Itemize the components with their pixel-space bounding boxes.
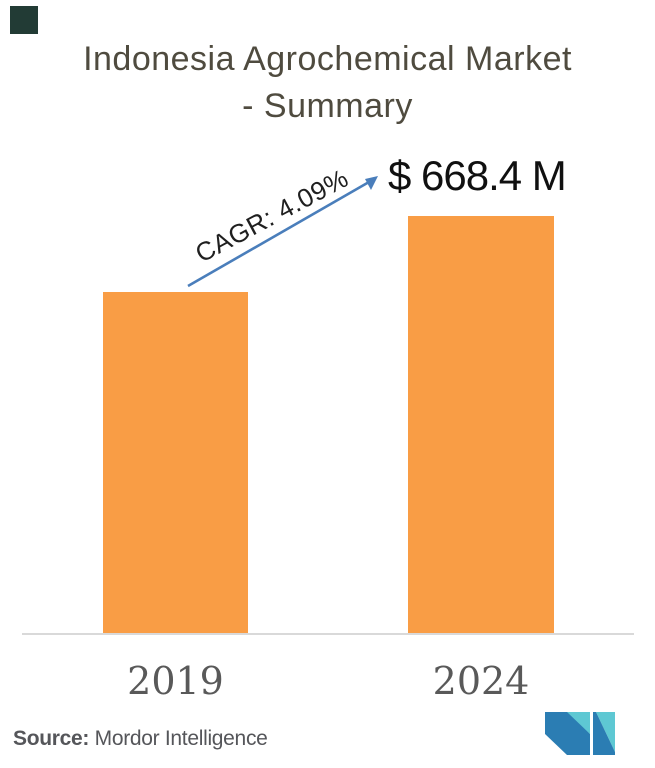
value-label-2024: $ 668.4 M [388, 152, 567, 199]
source-prefix: Source: [13, 727, 90, 750]
corner-accent-square [10, 6, 38, 34]
chart-title-line1: Indonesia Agrochemical Market [83, 40, 572, 78]
bar-2024 [408, 216, 554, 634]
x-axis-label-2019: 2019 [127, 659, 224, 703]
x-axis-label-2024: 2024 [432, 659, 530, 703]
mordor-intelligence-logo [545, 712, 615, 755]
source-name: Mordor Intelligence [89, 727, 268, 750]
source-line: Source: Mordor Intelligence [13, 727, 268, 751]
chart-title-line2: - Summary [242, 87, 413, 125]
bar-2019 [103, 292, 248, 634]
chart-title: Indonesia Agrochemical Market - Summary [0, 36, 655, 130]
x-axis-baseline [22, 633, 634, 635]
